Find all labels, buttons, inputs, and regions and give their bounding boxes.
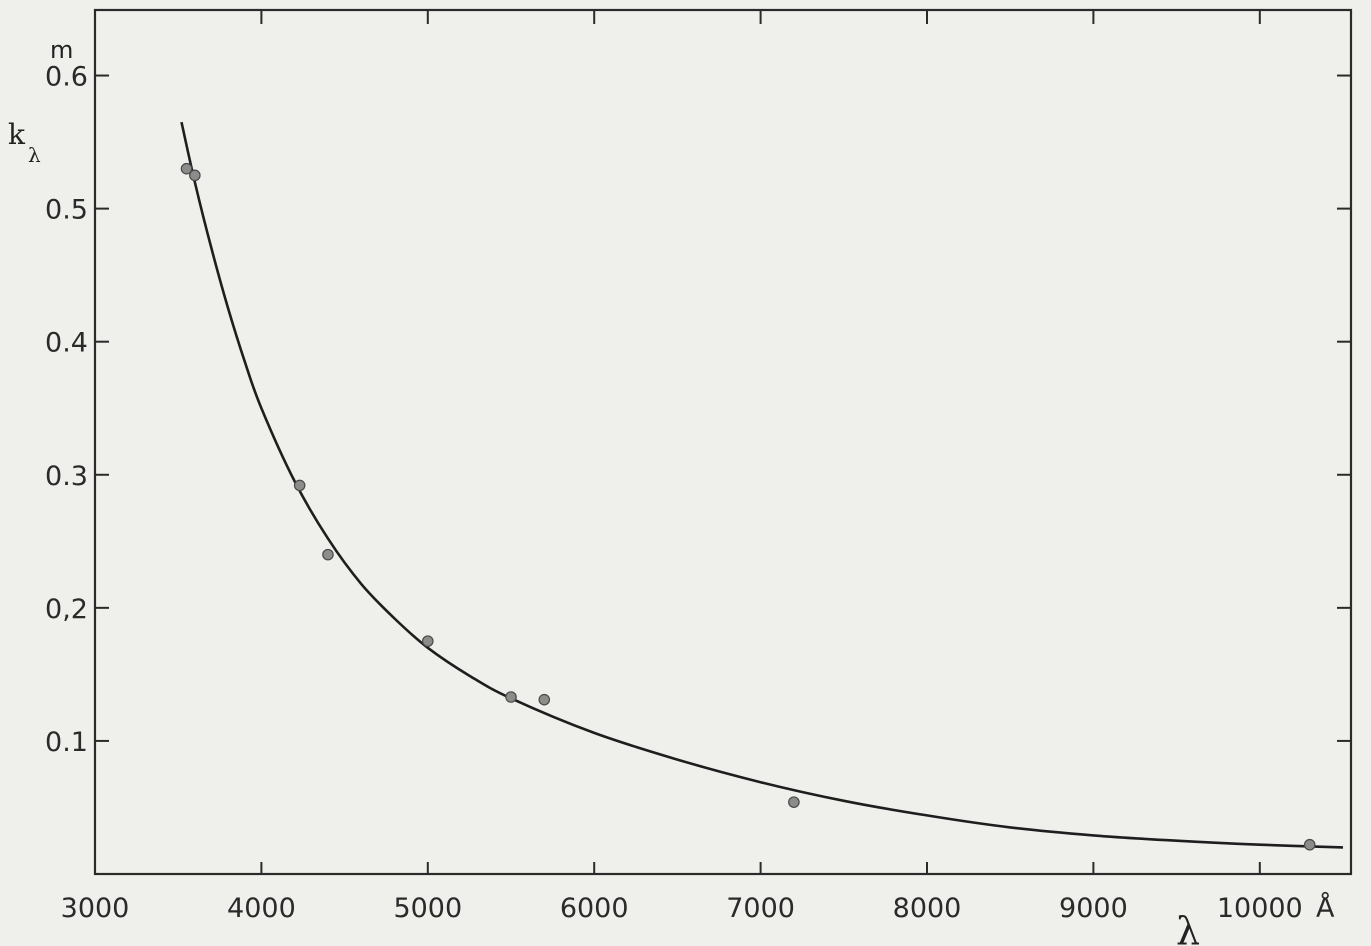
x-tick-label: 7000 — [726, 893, 795, 924]
plot-frame — [93, 8, 1353, 876]
x-tick-label: 10000 — [1217, 893, 1303, 924]
data-point — [293, 479, 306, 492]
data-point — [538, 693, 551, 706]
data-point — [421, 635, 434, 647]
y-tick-label: 0.1 — [45, 727, 88, 758]
y-tick-label: 0.4 — [45, 328, 88, 359]
y-tick-label: 0.3 — [45, 461, 88, 492]
x-tick-label: 5000 — [393, 893, 462, 924]
data-point — [322, 548, 334, 561]
x-tick-label: 9000 — [1059, 893, 1128, 924]
y-tick-label: 0,2 — [45, 594, 88, 625]
x-tick-label: 6000 — [560, 893, 629, 924]
axis-ticks — [94, 10, 1351, 874]
y-axis-label: k — [8, 118, 26, 151]
x-tick-label: 4000 — [227, 893, 296, 924]
y-tick-label: 0.5 — [45, 195, 88, 226]
data-point — [180, 162, 193, 175]
data-point — [505, 691, 517, 703]
data-point — [189, 169, 201, 182]
y-axis-unit: m — [50, 36, 73, 64]
x-axis-label: λ — [1176, 909, 1200, 946]
x-tick-label: 8000 — [893, 893, 962, 924]
fitted-curve — [180, 121, 1344, 849]
axis-tick-labels: 3000 4000 5000 6000 7000 8000 9000 10000 0.1 0,2 0… — [45, 62, 1303, 924]
x-axis-unit: Å — [1316, 892, 1335, 924]
data-point — [788, 796, 800, 808]
y-axis-label-subscript: λ — [28, 143, 41, 167]
y-tick-label: 0.6 — [45, 62, 88, 93]
x-tick-label: 3000 — [61, 893, 130, 924]
data-point — [1303, 838, 1316, 851]
data-points — [180, 162, 1316, 851]
